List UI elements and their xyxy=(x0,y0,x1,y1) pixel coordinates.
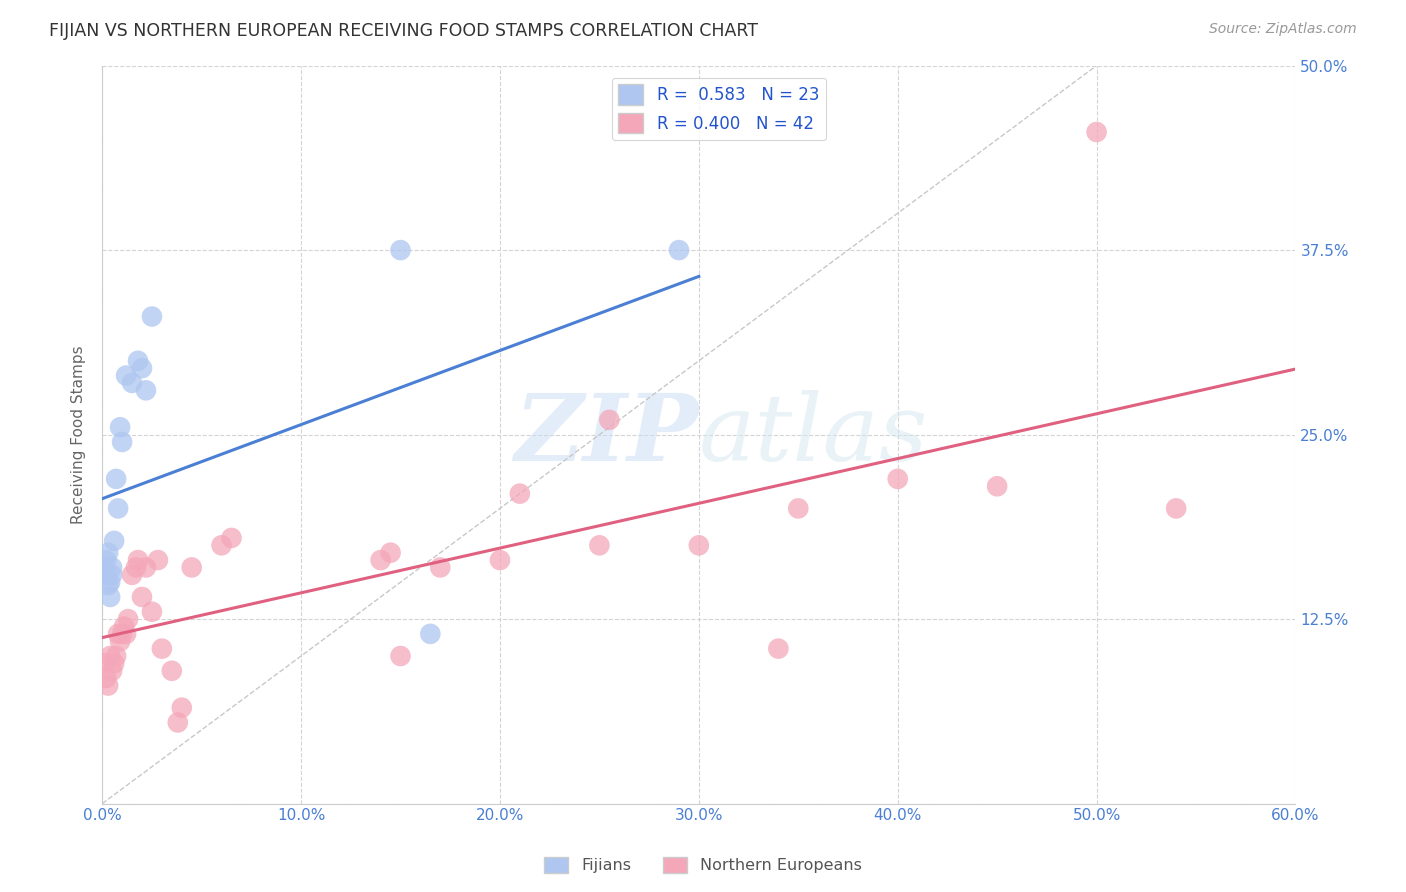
Point xyxy=(112,619,135,633)
Point xyxy=(598,413,620,427)
Point xyxy=(668,243,690,257)
Point xyxy=(93,657,115,671)
Point xyxy=(97,546,120,560)
Point xyxy=(429,560,451,574)
Legend: R =  0.583   N = 23, R = 0.400   N = 42: R = 0.583 N = 23, R = 0.400 N = 42 xyxy=(612,78,825,140)
Point xyxy=(105,648,128,663)
Point xyxy=(211,538,233,552)
Point xyxy=(389,243,412,257)
Point xyxy=(107,501,129,516)
Point xyxy=(101,567,124,582)
Point xyxy=(389,648,412,663)
Point xyxy=(180,560,202,574)
Point xyxy=(135,560,157,574)
Point xyxy=(93,560,115,574)
Text: ZIP: ZIP xyxy=(515,390,699,480)
Point xyxy=(588,538,610,552)
Point xyxy=(131,590,153,604)
Point xyxy=(98,575,121,590)
Point xyxy=(115,627,138,641)
Point xyxy=(115,368,138,383)
Point xyxy=(135,384,157,398)
Point xyxy=(108,634,131,648)
Point xyxy=(370,553,392,567)
Point xyxy=(103,657,125,671)
Point xyxy=(105,472,128,486)
Point xyxy=(1085,125,1108,139)
Point xyxy=(117,612,139,626)
Point xyxy=(107,627,129,641)
Point xyxy=(98,648,121,663)
Point xyxy=(768,641,790,656)
Point xyxy=(1166,501,1188,516)
Point xyxy=(103,533,125,548)
Point xyxy=(111,627,134,641)
Point xyxy=(489,553,512,567)
Point xyxy=(96,553,118,567)
Point xyxy=(170,700,193,714)
Point xyxy=(101,560,124,574)
Point xyxy=(688,538,710,552)
Point xyxy=(131,361,153,376)
Point xyxy=(127,353,149,368)
Point xyxy=(121,567,143,582)
Point xyxy=(96,671,118,685)
Point xyxy=(509,486,531,500)
Point xyxy=(96,567,118,582)
Legend: Fijians, Northern Europeans: Fijians, Northern Europeans xyxy=(538,850,868,880)
Point xyxy=(166,715,188,730)
Point xyxy=(108,420,131,434)
Point xyxy=(141,310,163,324)
Point xyxy=(787,501,810,516)
Point xyxy=(111,435,134,450)
Point xyxy=(886,472,908,486)
Point xyxy=(127,553,149,567)
Point xyxy=(125,560,148,574)
Point xyxy=(221,531,243,545)
Point xyxy=(380,546,402,560)
Point xyxy=(160,664,183,678)
Point xyxy=(150,641,173,656)
Point xyxy=(121,376,143,390)
Point xyxy=(141,605,163,619)
Point xyxy=(419,627,441,641)
Point xyxy=(97,679,120,693)
Text: FIJIAN VS NORTHERN EUROPEAN RECEIVING FOOD STAMPS CORRELATION CHART: FIJIAN VS NORTHERN EUROPEAN RECEIVING FO… xyxy=(49,22,758,40)
Point xyxy=(101,664,124,678)
Point xyxy=(986,479,1008,493)
Text: atlas: atlas xyxy=(699,390,928,480)
Point xyxy=(97,578,120,592)
Point xyxy=(98,590,121,604)
Point xyxy=(146,553,169,567)
Y-axis label: Receiving Food Stamps: Receiving Food Stamps xyxy=(72,345,86,524)
Text: Source: ZipAtlas.com: Source: ZipAtlas.com xyxy=(1209,22,1357,37)
